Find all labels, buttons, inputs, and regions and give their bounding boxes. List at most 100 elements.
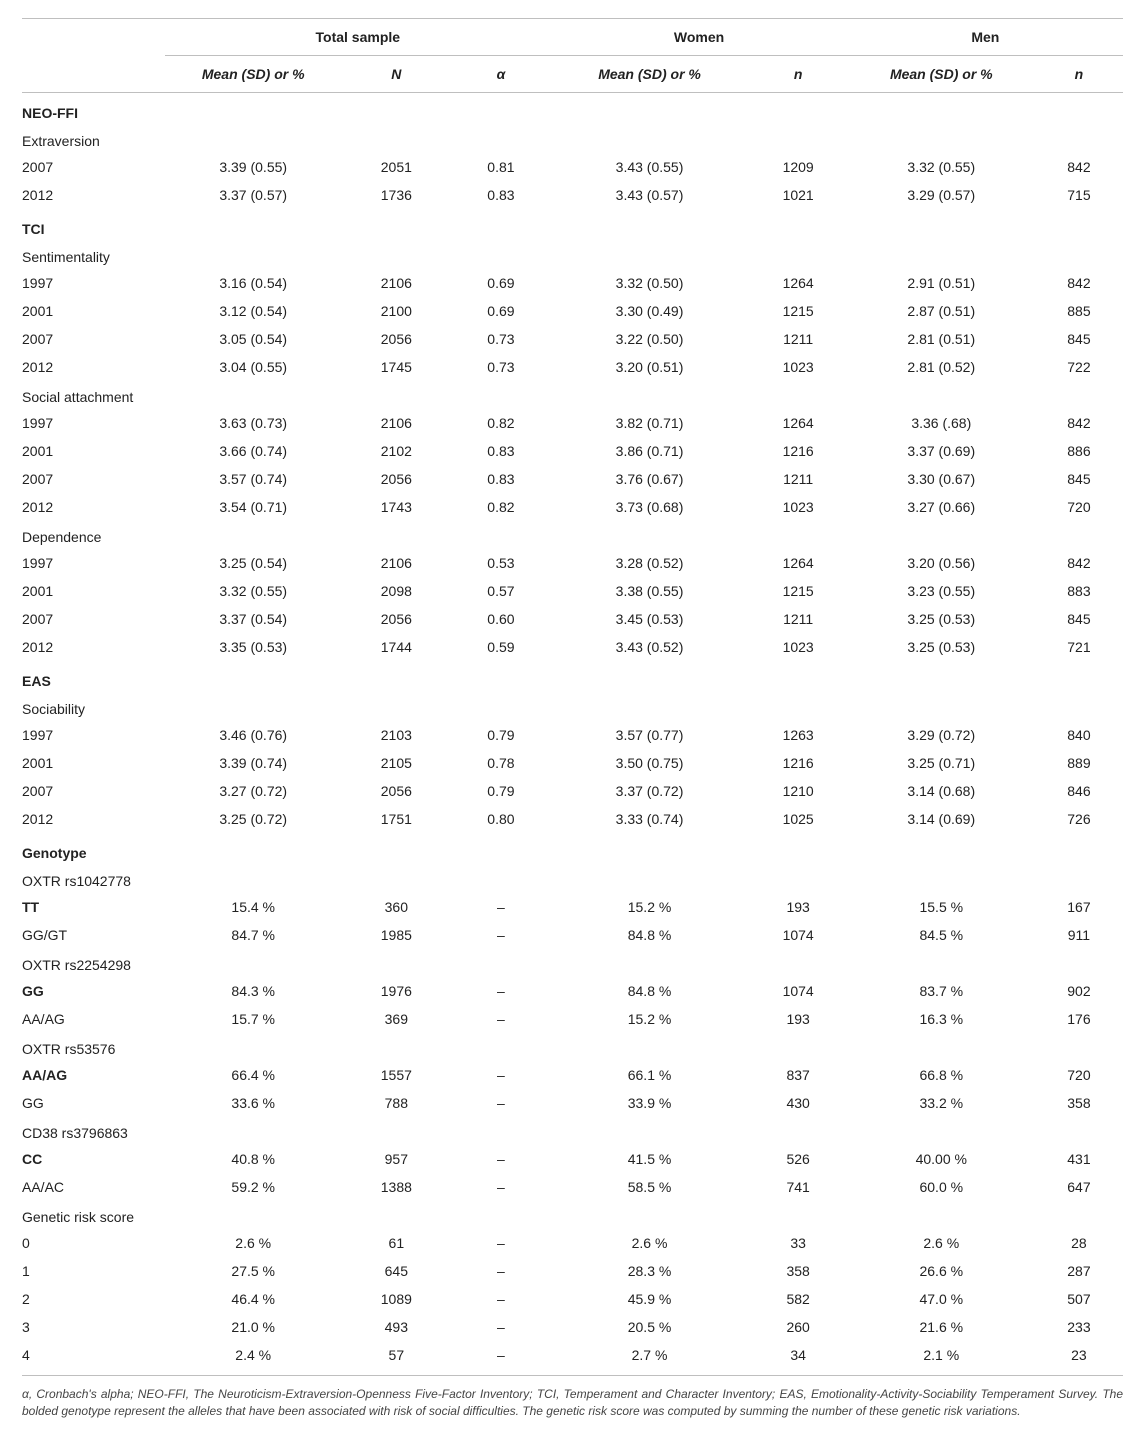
cell-mean-men: 83.7 % [848,977,1035,1005]
table-row: 20073.37 (0.54)20560.603.45 (0.53)12113.… [22,605,1123,633]
cell-mean-total: 3.25 (0.54) [165,549,341,577]
cell-alpha: – [451,1173,550,1201]
cell-n-men: 720 [1035,1061,1123,1089]
cell-mean-total: 40.8 % [165,1145,341,1173]
table-row: 246.4 %1089–45.9 %58247.0 %507 [22,1285,1123,1313]
col-header-mean-women: Mean (SD) or % [550,56,748,93]
cell-n-women: 526 [749,1145,848,1173]
cell-n-women: 1264 [749,269,848,297]
row-label: GG/GT [22,921,165,949]
cell-mean-total: 84.7 % [165,921,341,949]
cell-alpha: 0.69 [451,269,550,297]
table-row: 321.0 %493–20.5 %26021.6 %233 [22,1313,1123,1341]
table-row: 20073.57 (0.74)20560.833.76 (0.67)12113.… [22,465,1123,493]
row-label: 2001 [22,577,165,605]
cell-n-women: 430 [749,1089,848,1117]
cell-alpha: 0.82 [451,493,550,521]
cell-mean-men: 40.00 % [848,1145,1035,1173]
cell-mean-women: 3.57 (0.77) [550,721,748,749]
cell-mean-men: 3.36 (.68) [848,409,1035,437]
subsection-title: Social attachment [22,381,1123,409]
cell-alpha: 0.73 [451,353,550,381]
row-label: CC [22,1145,165,1173]
cell-n-total: 1089 [341,1285,451,1313]
cell-mean-men: 3.25 (0.71) [848,749,1035,777]
cell-mean-total: 3.35 (0.53) [165,633,341,661]
table-row: 20123.35 (0.53)17440.593.43 (0.52)10233.… [22,633,1123,661]
cell-n-women: 1215 [749,577,848,605]
cell-mean-total: 59.2 % [165,1173,341,1201]
cell-n-total: 2105 [341,749,451,777]
table-row: 42.4 %57–2.7 %342.1 %23 [22,1341,1123,1369]
group-header-women: Women [550,19,847,56]
cell-n-women: 582 [749,1285,848,1313]
subsection-title: Sentimentality [22,241,1123,269]
row-label: 2012 [22,181,165,209]
cell-n-total: 2056 [341,325,451,353]
cell-alpha: 0.82 [451,409,550,437]
cell-mean-men: 47.0 % [848,1285,1035,1313]
cell-n-women: 1216 [749,437,848,465]
cell-mean-men: 2.81 (0.51) [848,325,1035,353]
cell-mean-total: 2.4 % [165,1341,341,1369]
cell-n-men: 647 [1035,1173,1123,1201]
cell-mean-women: 3.30 (0.49) [550,297,748,325]
cell-n-men: 883 [1035,577,1123,605]
cell-n-total: 957 [341,1145,451,1173]
row-label: GG [22,1089,165,1117]
cell-alpha: 0.83 [451,181,550,209]
cell-mean-men: 60.0 % [848,1173,1035,1201]
cell-n-women: 193 [749,1005,848,1033]
cell-n-women: 1074 [749,921,848,949]
cell-mean-women: 3.82 (0.71) [550,409,748,437]
cell-n-women: 1209 [749,153,848,181]
subsection-title: CD38 rs3796863 [22,1117,1123,1145]
cell-mean-total: 3.63 (0.73) [165,409,341,437]
cell-mean-men: 3.14 (0.69) [848,805,1035,833]
table-row: GG84.3 %1976–84.8 %107483.7 %902 [22,977,1123,1005]
cell-mean-women: 3.86 (0.71) [550,437,748,465]
cell-alpha: – [451,1257,550,1285]
section-title: NEO-FFI [22,93,1123,126]
cell-n-men: 358 [1035,1089,1123,1117]
cell-mean-women: 33.9 % [550,1089,748,1117]
cell-mean-women: 15.2 % [550,893,748,921]
row-label: 1997 [22,409,165,437]
cell-alpha: 0.83 [451,437,550,465]
row-label: 2012 [22,805,165,833]
cell-alpha: – [451,977,550,1005]
cell-n-men: 28 [1035,1229,1123,1257]
cell-mean-women: 3.37 (0.72) [550,777,748,805]
cell-mean-men: 3.29 (0.72) [848,721,1035,749]
cell-mean-women: 3.45 (0.53) [550,605,748,633]
cell-mean-total: 3.25 (0.72) [165,805,341,833]
cell-n-total: 57 [341,1341,451,1369]
table-row: 02.6 %61–2.6 %332.6 %28 [22,1229,1123,1257]
cell-n-men: 846 [1035,777,1123,805]
row-label: 1997 [22,269,165,297]
cell-mean-total: 3.54 (0.71) [165,493,341,521]
subsection-title: OXTR rs53576 [22,1033,1123,1061]
cell-alpha: 0.69 [451,297,550,325]
cell-mean-total: 3.04 (0.55) [165,353,341,381]
cell-mean-women: 3.43 (0.57) [550,181,748,209]
row-label: 2007 [22,465,165,493]
subsection-title: Genetic risk score [22,1201,1123,1229]
cell-mean-women: 3.28 (0.52) [550,549,748,577]
cell-mean-total: 3.32 (0.55) [165,577,341,605]
col-header-mean-men: Mean (SD) or % [848,56,1035,93]
cell-n-total: 2051 [341,153,451,181]
cell-alpha: 0.79 [451,777,550,805]
cell-n-women: 1263 [749,721,848,749]
cell-n-total: 2103 [341,721,451,749]
cell-mean-total: 15.4 % [165,893,341,921]
section-title: EAS [22,661,1123,693]
cell-n-total: 2056 [341,605,451,633]
descriptives-table: Total sampleWomenMenMean (SD) or %NαMean… [22,18,1123,1376]
cell-mean-women: 3.33 (0.74) [550,805,748,833]
cell-mean-total: 33.6 % [165,1089,341,1117]
table-row: 20013.12 (0.54)21000.693.30 (0.49)12152.… [22,297,1123,325]
cell-mean-men: 3.20 (0.56) [848,549,1035,577]
subsection-title: Dependence [22,521,1123,549]
cell-mean-women: 3.50 (0.75) [550,749,748,777]
